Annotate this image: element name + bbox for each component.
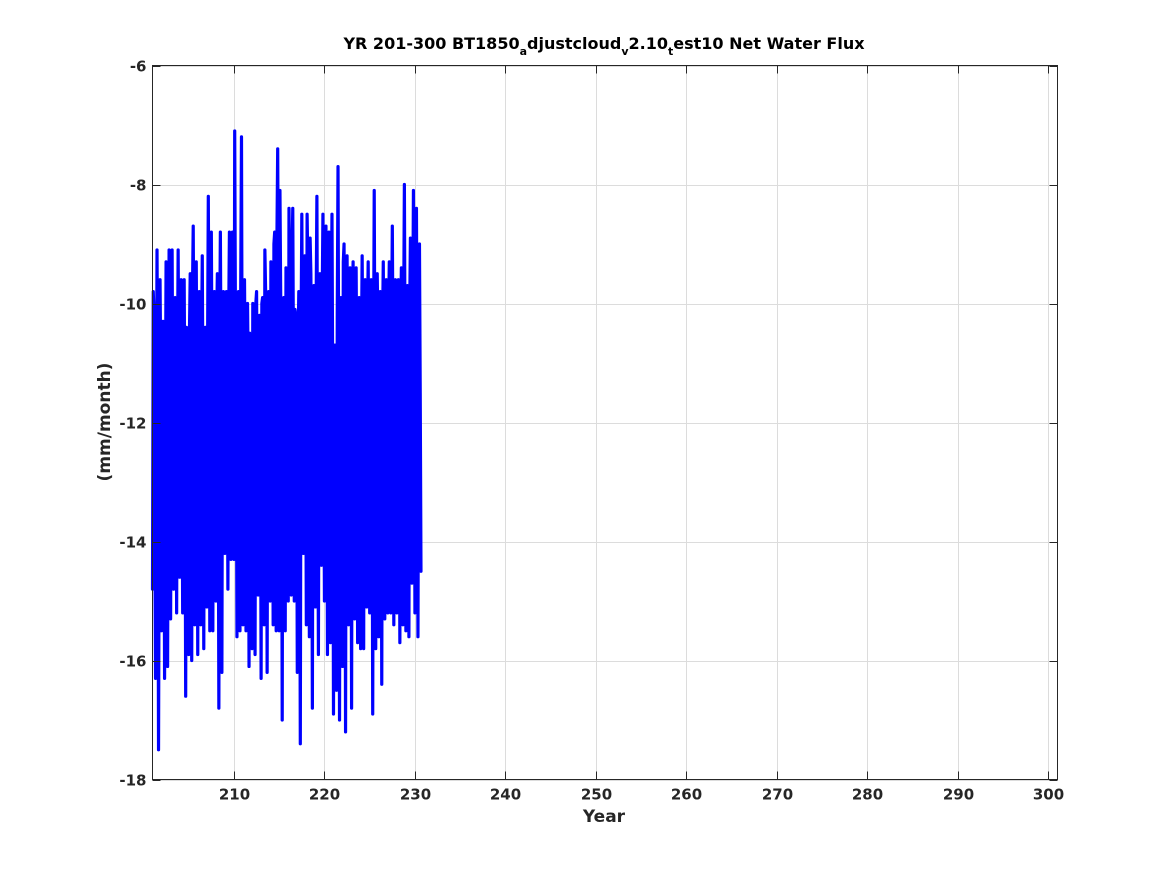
x-tick-label: 290 [943,786,974,804]
x-tick-label: 210 [219,786,250,804]
y-tick-label: -12 [119,415,146,433]
y-tick-label: -10 [119,296,146,314]
x-tick-label: 300 [1033,786,1064,804]
x-tick-label: 220 [309,786,340,804]
x-tick-label: 230 [400,786,431,804]
ticks [152,65,1058,781]
series-layer [150,129,423,752]
y-tick-label: -8 [130,177,147,195]
grid [152,65,1058,781]
x-tick-label: 260 [671,786,702,804]
series-line [150,129,423,752]
y-tick-label: -6 [130,58,147,76]
y-tick-labels: -18 -16 -14 -12 -10 -8 -6 [119,58,146,790]
y-axis-label: (mm/month) [95,363,115,482]
x-tick-label: 270 [762,786,793,804]
chart-title: YR 201-300 BT1850adjustcloudv2.10test10 … [342,34,865,58]
x-tick-labels: 210 220 230 240 250 260 270 280 290 300 [219,786,1064,804]
y-tick-label: -18 [119,772,146,790]
x-tick-label: 280 [852,786,883,804]
x-axis-label: Year [582,807,626,827]
x-tick-label: 240 [490,786,521,804]
x-tick-label: 250 [581,786,612,804]
y-tick-label: -16 [119,653,146,671]
y-tick-label: -14 [119,534,146,552]
axes-box [152,65,1058,780]
